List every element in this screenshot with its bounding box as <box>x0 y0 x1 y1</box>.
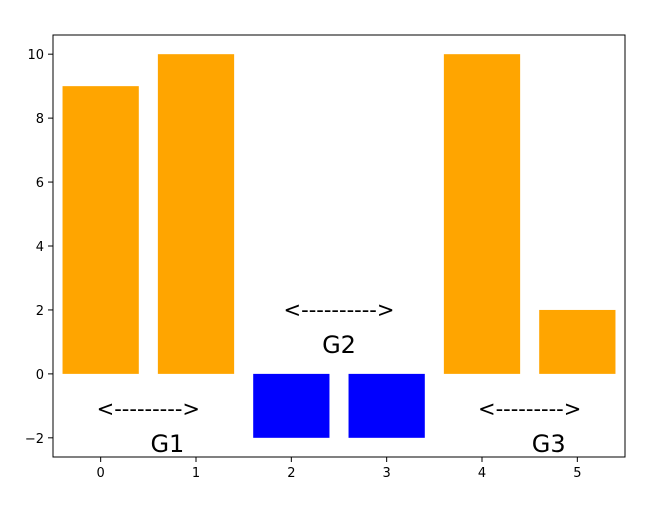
group-arrow: <----------> <box>284 298 395 322</box>
y-tick-label: 0 <box>36 368 44 383</box>
bar-1 <box>157 54 235 374</box>
x-tick-label: 5 <box>573 466 581 481</box>
group-label: G2 <box>322 331 356 359</box>
group-label: G3 <box>532 430 566 458</box>
bar-3 <box>348 373 425 438</box>
y-tick-label: 10 <box>27 48 44 63</box>
y-tick-label: 2 <box>36 304 44 319</box>
bar-4 <box>443 54 521 374</box>
y-axis: −2 0 2 4 6 8 10 <box>25 48 53 447</box>
x-tick-label: 3 <box>383 466 391 481</box>
y-tick-label: −2 <box>25 432 44 447</box>
y-tick-label: 4 <box>36 240 44 255</box>
group-arrow: <---------> <box>97 397 200 421</box>
bar-5 <box>539 309 616 374</box>
y-tick-label: 8 <box>36 112 44 127</box>
x-tick-label: 4 <box>478 466 486 481</box>
x-tick-label: 1 <box>192 466 200 481</box>
group-label: G1 <box>150 430 184 458</box>
bar-0 <box>62 86 139 374</box>
bar-2 <box>253 373 330 438</box>
y-tick-label: 6 <box>36 176 44 191</box>
x-tick-label: 2 <box>287 466 295 481</box>
x-axis: 0 1 2 3 4 5 <box>97 457 581 481</box>
annotations-layer: <---------> G1 <----------> G2 <---------> G3 <box>97 298 582 458</box>
x-tick-label: 0 <box>97 466 105 481</box>
bars-layer <box>62 54 616 438</box>
group-arrow: <---------> <box>478 397 581 421</box>
